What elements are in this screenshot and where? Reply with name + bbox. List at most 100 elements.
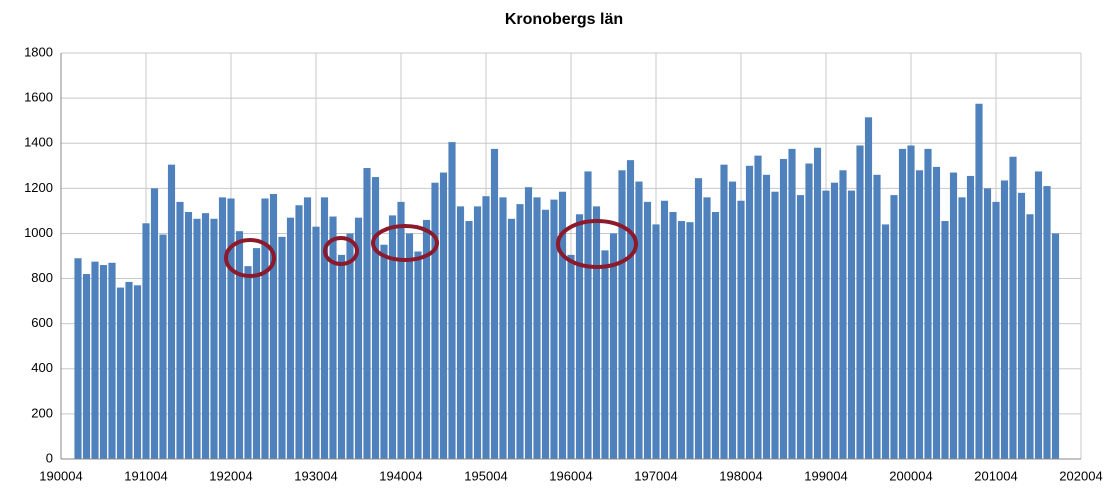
bar — [771, 191, 779, 459]
x-tick-label: 198004 — [719, 468, 762, 483]
bar — [201, 213, 210, 459]
bar — [507, 218, 516, 459]
bar — [397, 201, 405, 459]
bar — [422, 219, 431, 459]
bar — [405, 233, 414, 459]
bar — [116, 287, 125, 459]
bar — [1051, 233, 1060, 459]
bar — [193, 218, 201, 459]
bar — [677, 221, 686, 459]
bar — [669, 212, 677, 459]
bar — [320, 197, 329, 459]
y-tick-label: 1800 — [24, 44, 53, 59]
bar — [601, 250, 609, 459]
bar — [380, 244, 388, 459]
bar — [125, 281, 133, 459]
bar — [915, 170, 924, 460]
bar — [541, 209, 550, 459]
bar — [371, 177, 380, 460]
bar — [1026, 214, 1034, 459]
y-tick-label: 1400 — [24, 135, 53, 150]
bar — [881, 224, 890, 459]
bar — [635, 181, 643, 460]
y-tick-label: 600 — [31, 315, 53, 330]
bar — [1043, 186, 1051, 460]
bar — [805, 163, 813, 459]
bar — [907, 145, 915, 459]
bar — [890, 195, 898, 459]
bar — [847, 190, 856, 460]
bar — [932, 166, 941, 459]
bar — [609, 233, 618, 459]
bar — [754, 155, 762, 459]
y-tick-label: 1000 — [24, 225, 53, 240]
bar — [839, 170, 847, 460]
bar — [133, 285, 142, 459]
bar — [235, 231, 244, 459]
x-tick-label: 202004 — [1059, 468, 1102, 483]
bar — [575, 214, 584, 459]
bar — [533, 197, 541, 459]
y-tick-label: 800 — [31, 270, 53, 285]
bar — [414, 251, 422, 459]
chart-title: Kronobergs län — [505, 11, 623, 28]
bar — [975, 103, 983, 459]
bar — [1009, 156, 1017, 459]
x-tick-label: 196004 — [549, 468, 592, 483]
x-tick-label: 191004 — [124, 468, 167, 483]
highlight-ring — [224, 238, 276, 278]
bar — [856, 145, 864, 459]
bar — [618, 170, 626, 460]
y-tick-label: 1600 — [24, 90, 53, 105]
bar — [473, 206, 482, 459]
bar — [694, 178, 703, 459]
x-tick-label: 193004 — [294, 468, 337, 483]
bar — [898, 148, 907, 459]
x-tick-label: 197004 — [634, 468, 677, 483]
bar — [516, 204, 524, 459]
bar — [278, 236, 286, 459]
bar — [261, 198, 269, 459]
bar — [142, 223, 150, 459]
y-tick-label: 200 — [31, 405, 53, 420]
bar — [227, 198, 235, 459]
bar — [830, 182, 839, 459]
bar — [252, 248, 261, 459]
bar — [550, 199, 558, 459]
bar — [720, 164, 728, 459]
bar — [150, 188, 159, 460]
annotations — [224, 219, 638, 278]
bar — [482, 196, 490, 459]
bar — [949, 172, 958, 460]
bar — [218, 197, 227, 459]
y-tick-label: 400 — [31, 360, 53, 375]
bar — [813, 147, 822, 459]
bar — [873, 174, 881, 460]
bar — [567, 254, 575, 459]
bar — [439, 172, 448, 460]
bar — [584, 171, 592, 459]
bar — [966, 175, 975, 459]
bar — [745, 165, 754, 459]
bar — [686, 222, 694, 459]
bar — [346, 233, 354, 459]
bar — [779, 159, 788, 459]
bar — [983, 188, 992, 460]
bar — [796, 195, 805, 459]
bar — [363, 168, 371, 460]
x-tick-label: 200004 — [889, 468, 932, 483]
bar — [499, 197, 507, 459]
bar — [176, 201, 184, 459]
bar — [354, 217, 363, 459]
bar — [295, 205, 303, 459]
bar — [711, 212, 720, 459]
bar — [448, 142, 456, 459]
bar — [159, 234, 167, 459]
y-tick-label: 0 — [46, 450, 53, 465]
bar — [99, 265, 108, 459]
bar — [286, 217, 295, 459]
x-tick-label: 201004 — [974, 468, 1017, 483]
highlight-ring — [323, 236, 359, 266]
bar — [524, 187, 533, 459]
